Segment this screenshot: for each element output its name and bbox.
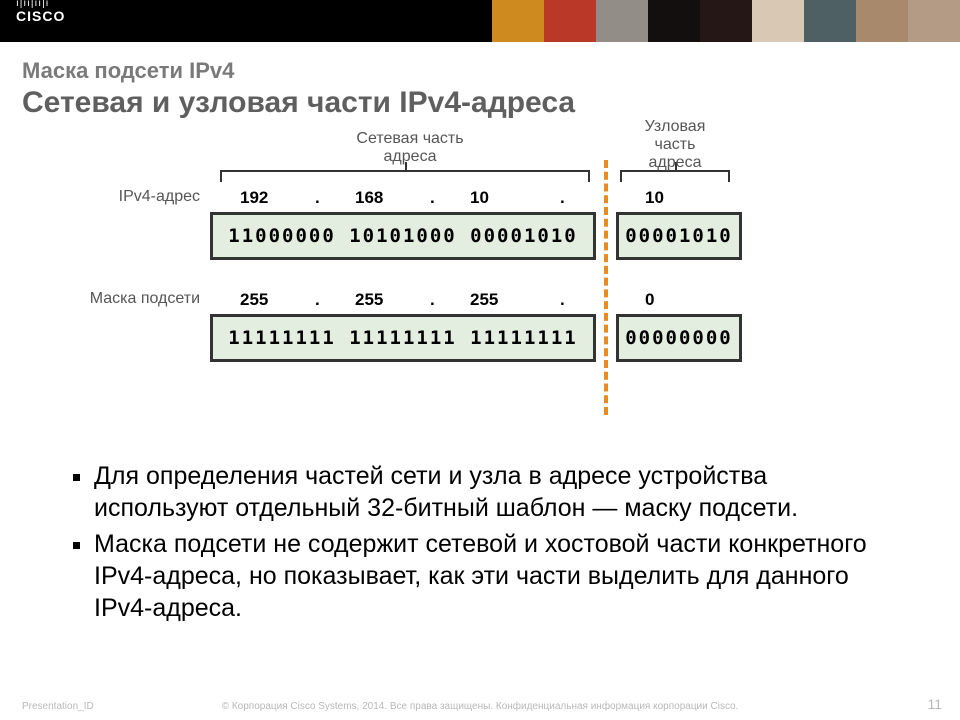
slide-title: Сетевая и узловая части IPv4-адреса (22, 86, 575, 120)
label-ipv4-address: IPv4-адрес (80, 188, 200, 206)
octet: 10 (645, 188, 664, 208)
octet: 255 (240, 290, 268, 310)
cisco-logo-text: CISCO (16, 8, 65, 24)
header-photo-strip (492, 0, 960, 42)
mask-binary-network-box: 11111111 11111111 11111111 (210, 314, 596, 362)
octet: . (315, 188, 320, 208)
cisco-logo: ı|ıı|ıı|ı CISCO (16, 0, 65, 24)
header-photo (908, 0, 960, 42)
header-photo (700, 0, 752, 42)
header-photo (544, 0, 596, 42)
header-photo (492, 0, 544, 42)
header-photo (648, 0, 700, 42)
footer-center: © Корпорация Cisco Systems, 2014. Все пр… (0, 701, 960, 712)
header-photo (804, 0, 856, 42)
header-band: ı|ıı|ıı|ı CISCO (0, 0, 960, 42)
octet: . (560, 290, 565, 310)
octet: 0 (645, 290, 654, 310)
octet: . (560, 188, 565, 208)
bullet-list: Для определения частей сети и узла в адр… (70, 460, 890, 628)
label-subnet-mask: Маска подсети (80, 290, 200, 308)
label-host-part: Узловая часть адреса (610, 118, 740, 172)
bullet-item: Для определения частей сети и узла в адр… (94, 460, 890, 524)
header-photo (856, 0, 908, 42)
octet: . (430, 188, 435, 208)
octet: 255 (470, 290, 498, 310)
slide-subtitle: Маска подсети IPv4 (22, 58, 575, 84)
ip-binary-network-box: 11000000 10101000 00001010 (210, 212, 596, 260)
cisco-bridge-icon: ı|ıı|ıı|ı (16, 0, 65, 8)
footer: Presentation_ID © Корпорация Cisco Syste… (0, 694, 960, 720)
footer-page-number: 11 (927, 696, 942, 712)
ip-binary-host-box: 00001010 (616, 212, 742, 260)
octet: 192 (240, 188, 268, 208)
octet: . (430, 290, 435, 310)
ipv4-diagram: Сетевая часть адреса Узловая часть адрес… (110, 130, 850, 420)
label-network-part: Сетевая часть адреса (340, 130, 480, 166)
title-block: Маска подсети IPv4 Сетевая и узловая час… (22, 58, 575, 120)
octet: 255 (355, 290, 383, 310)
dashed-separator (604, 160, 608, 415)
bracket-network (220, 170, 590, 172)
octet: 10 (470, 188, 489, 208)
header-photo (752, 0, 804, 42)
octet: . (315, 290, 320, 310)
mask-binary-host-box: 00000000 (616, 314, 742, 362)
bullet-item: Маска подсети не содержит сетевой и хост… (94, 528, 890, 624)
octet: 168 (355, 188, 383, 208)
header-photo (596, 0, 648, 42)
